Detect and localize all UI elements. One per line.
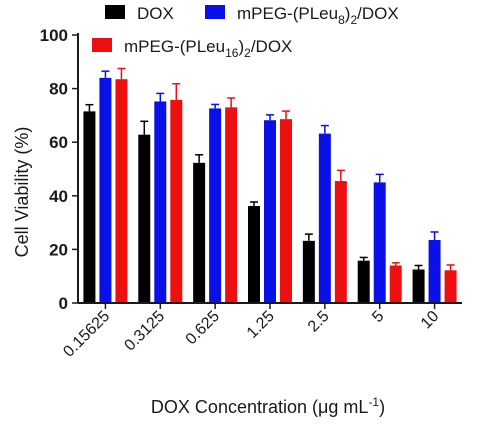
- y-tick-label: 20: [49, 240, 68, 259]
- error-bar-2-5: [375, 173, 384, 183]
- bar-2-0.3125: [154, 101, 167, 304]
- error-bar-3-1.25: [282, 110, 290, 120]
- bar-3-5: [389, 265, 402, 303]
- y-tick-label: 60: [49, 133, 68, 152]
- bar-1-0.3125: [138, 134, 151, 303]
- bar-1-10: [412, 269, 425, 303]
- x-tick-label: 2.5: [305, 308, 333, 336]
- error-bar-1-0.15625: [85, 103, 94, 112]
- y-tick-label: 80: [49, 80, 68, 99]
- error-bar-1-0.625: [195, 154, 204, 163]
- bar-3-10: [444, 270, 457, 303]
- bar-2-1.25: [264, 120, 276, 303]
- legend-swatch: [92, 38, 112, 52]
- bars: [83, 77, 457, 304]
- bar-2-10: [428, 240, 441, 303]
- error-bar-2-0.3125: [156, 92, 165, 102]
- bar-3-0.625: [225, 107, 238, 303]
- bar-1-0.15625: [83, 111, 96, 303]
- error-bar-2-10: [430, 231, 439, 241]
- bar-2-0.625: [209, 108, 222, 303]
- bar-3-2.5: [334, 181, 347, 303]
- bar-3-0.15625: [115, 79, 128, 303]
- bar-1-1.25: [248, 205, 260, 303]
- legend-label: DOX: [137, 4, 174, 23]
- error-bar-2-0.625: [211, 103, 220, 109]
- x-tick-label: 0.15625: [60, 308, 113, 361]
- x-tick-label: 0.625: [183, 308, 223, 348]
- x-tick-label: 10: [418, 308, 443, 333]
- legend-item-2: mPEG-(PLeu8)2/DOX: [205, 4, 399, 27]
- bar-2-2.5: [318, 133, 331, 303]
- error-bars: [85, 67, 455, 271]
- bar-1-2.5: [302, 240, 315, 303]
- bar-3-0.3125: [170, 99, 183, 303]
- error-bar-3-5: [391, 262, 400, 266]
- error-bar-1-5: [359, 256, 368, 261]
- legend-label: mPEG-(PLeu16)2/DOX: [124, 37, 292, 60]
- error-bar-1-1.25: [250, 201, 258, 206]
- y-tick-label: 40: [49, 187, 68, 206]
- error-bar-3-10: [446, 264, 455, 271]
- legend-item-3: mPEG-(PLeu16)2/DOX: [92, 37, 292, 60]
- bar-2-0.15625: [99, 77, 112, 303]
- legend-swatch: [105, 5, 125, 19]
- x-tick-label: 0.3125: [121, 308, 168, 355]
- error-bar-1-10: [414, 264, 423, 270]
- error-bar-3-0.15625: [117, 67, 126, 80]
- x-tick-label: 1.25: [244, 308, 278, 342]
- y-axis-title: Cell Viability (%): [12, 127, 32, 258]
- legend-label: mPEG-(PLeu8)2/DOX: [237, 4, 399, 27]
- y-tick-label: 100: [40, 26, 68, 45]
- error-bar-1-0.3125: [140, 120, 149, 135]
- error-bar-2-0.15625: [101, 70, 110, 78]
- error-bar-3-0.625: [227, 97, 236, 108]
- legend: DOX mPEG-(PLeu8)2/DOX mPEG-(PLeu16)2/DOX: [92, 4, 399, 60]
- legend-item-1: DOX: [105, 4, 174, 23]
- legend-swatch: [205, 5, 225, 19]
- bar-1-5: [357, 260, 370, 303]
- bar-2-5: [373, 182, 386, 303]
- x-axis-title: DOX Concentration (μg mL-1): [151, 395, 385, 417]
- x-tick-label: 5: [369, 308, 387, 326]
- y-tick-label: 0: [59, 294, 68, 313]
- error-bar-3-0.3125: [172, 83, 181, 100]
- error-bar-3-2.5: [336, 169, 345, 182]
- bar-1-0.625: [193, 162, 206, 303]
- y-axis-ticks: 0 20 40 60 80 100: [40, 26, 78, 313]
- error-bar-2-2.5: [320, 124, 329, 134]
- error-bar-2-1.25: [266, 114, 274, 121]
- x-axis-ticks: 0.15625 0.3125 0.625 1.25 2.5 5 10: [60, 303, 442, 361]
- error-bar-1-2.5: [304, 233, 313, 241]
- bar-3-1.25: [280, 119, 292, 303]
